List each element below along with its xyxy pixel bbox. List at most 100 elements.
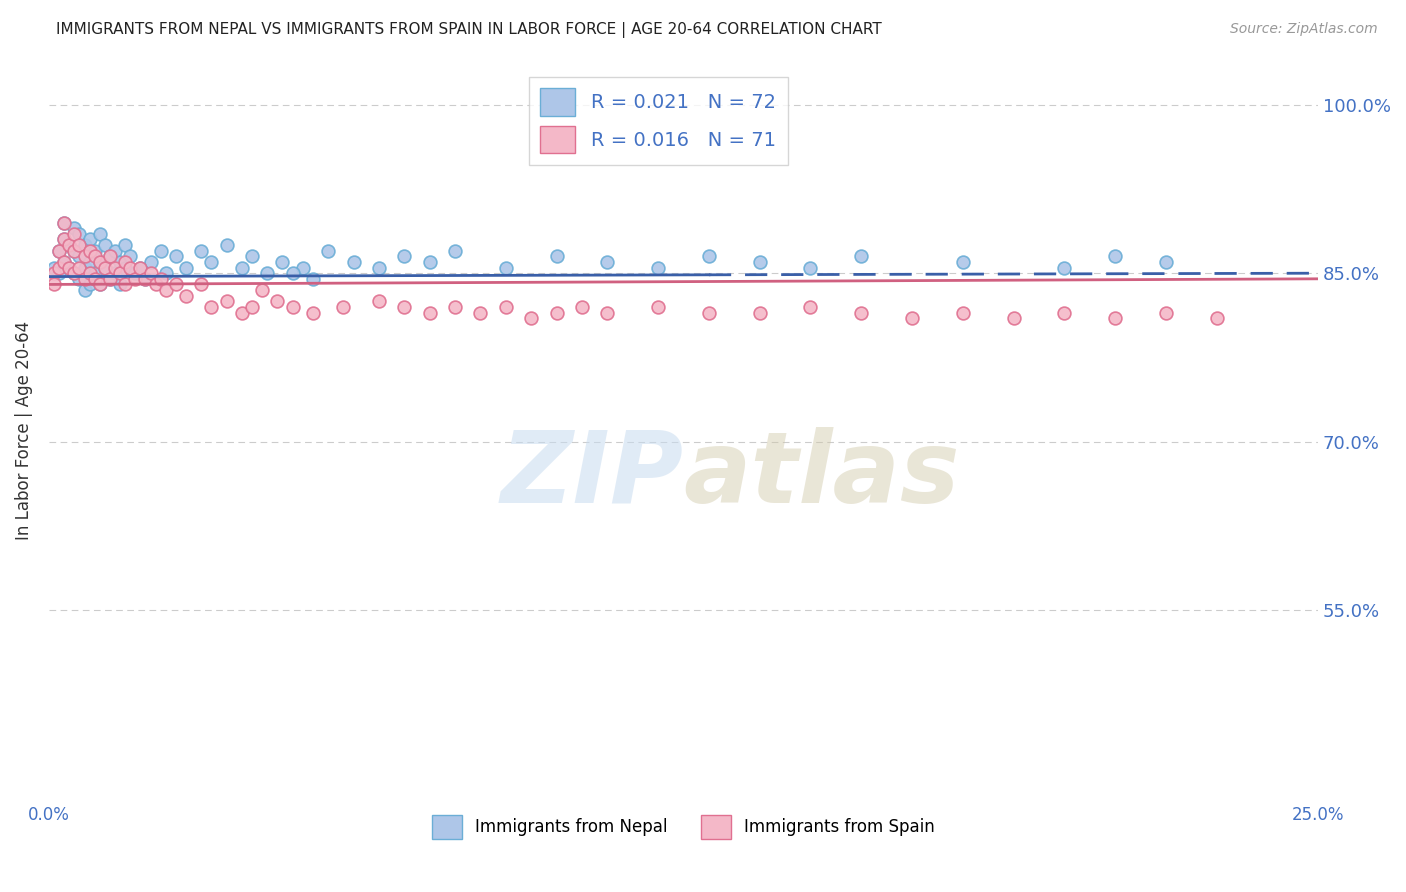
Point — [316, 244, 339, 258]
Point — [281, 266, 304, 280]
Point — [1154, 255, 1177, 269]
Point — [42, 266, 65, 280]
Point — [250, 283, 273, 297]
Point — [419, 255, 441, 269]
Point — [271, 255, 294, 269]
Point — [851, 249, 873, 263]
Point — [145, 277, 167, 292]
Point — [83, 266, 105, 280]
Point — [124, 266, 146, 280]
Point — [94, 238, 117, 252]
Point — [256, 266, 278, 280]
Point — [48, 266, 70, 280]
Point — [200, 255, 222, 269]
Point — [79, 277, 101, 292]
Point — [231, 260, 253, 275]
Point — [83, 249, 105, 263]
Point — [571, 300, 593, 314]
Point — [697, 305, 720, 319]
Point — [58, 260, 80, 275]
Point — [63, 221, 86, 235]
Point — [697, 249, 720, 263]
Point — [596, 255, 619, 269]
Point — [215, 294, 238, 309]
Point — [89, 277, 111, 292]
Point — [302, 272, 325, 286]
Point — [89, 277, 111, 292]
Point — [546, 249, 568, 263]
Point — [104, 244, 127, 258]
Point — [266, 294, 288, 309]
Point — [342, 255, 364, 269]
Point — [149, 272, 172, 286]
Point — [1053, 305, 1076, 319]
Point — [240, 249, 263, 263]
Point — [67, 249, 90, 263]
Point — [114, 260, 136, 275]
Point — [129, 260, 152, 275]
Point — [139, 255, 162, 269]
Point — [53, 232, 76, 246]
Point — [444, 244, 467, 258]
Point — [134, 272, 156, 286]
Point — [63, 266, 86, 280]
Text: ZIP: ZIP — [501, 426, 683, 524]
Point — [89, 227, 111, 241]
Point — [73, 249, 96, 263]
Point — [596, 305, 619, 319]
Point — [67, 238, 90, 252]
Text: IMMIGRANTS FROM NEPAL VS IMMIGRANTS FROM SPAIN IN LABOR FORCE | AGE 20-64 CORREL: IMMIGRANTS FROM NEPAL VS IMMIGRANTS FROM… — [56, 22, 882, 38]
Point — [952, 305, 974, 319]
Point — [98, 249, 121, 263]
Point — [53, 255, 76, 269]
Point — [114, 277, 136, 292]
Point — [58, 238, 80, 252]
Point — [94, 260, 117, 275]
Point — [58, 260, 80, 275]
Point — [48, 260, 70, 275]
Point — [53, 232, 76, 246]
Point — [190, 244, 212, 258]
Point — [174, 260, 197, 275]
Point — [120, 260, 142, 275]
Point — [281, 300, 304, 314]
Point — [1104, 311, 1126, 326]
Point — [215, 238, 238, 252]
Point — [98, 272, 121, 286]
Point — [42, 277, 65, 292]
Point — [368, 260, 391, 275]
Point — [952, 255, 974, 269]
Point — [108, 266, 131, 280]
Point — [332, 300, 354, 314]
Point — [124, 272, 146, 286]
Point — [79, 266, 101, 280]
Point — [98, 272, 121, 286]
Point — [1104, 249, 1126, 263]
Point — [748, 255, 770, 269]
Point — [63, 244, 86, 258]
Point — [42, 260, 65, 275]
Point — [495, 260, 517, 275]
Point — [134, 272, 156, 286]
Point — [104, 260, 127, 275]
Point — [63, 244, 86, 258]
Point — [748, 305, 770, 319]
Point — [200, 300, 222, 314]
Point — [48, 244, 70, 258]
Point — [302, 305, 325, 319]
Point — [1154, 305, 1177, 319]
Point — [240, 300, 263, 314]
Point — [901, 311, 924, 326]
Point — [48, 244, 70, 258]
Point — [79, 244, 101, 258]
Point — [73, 238, 96, 252]
Point — [1205, 311, 1227, 326]
Point — [419, 305, 441, 319]
Point — [108, 277, 131, 292]
Point — [58, 238, 80, 252]
Point — [114, 255, 136, 269]
Text: atlas: atlas — [683, 426, 960, 524]
Point — [67, 227, 90, 241]
Point — [89, 255, 111, 269]
Point — [83, 244, 105, 258]
